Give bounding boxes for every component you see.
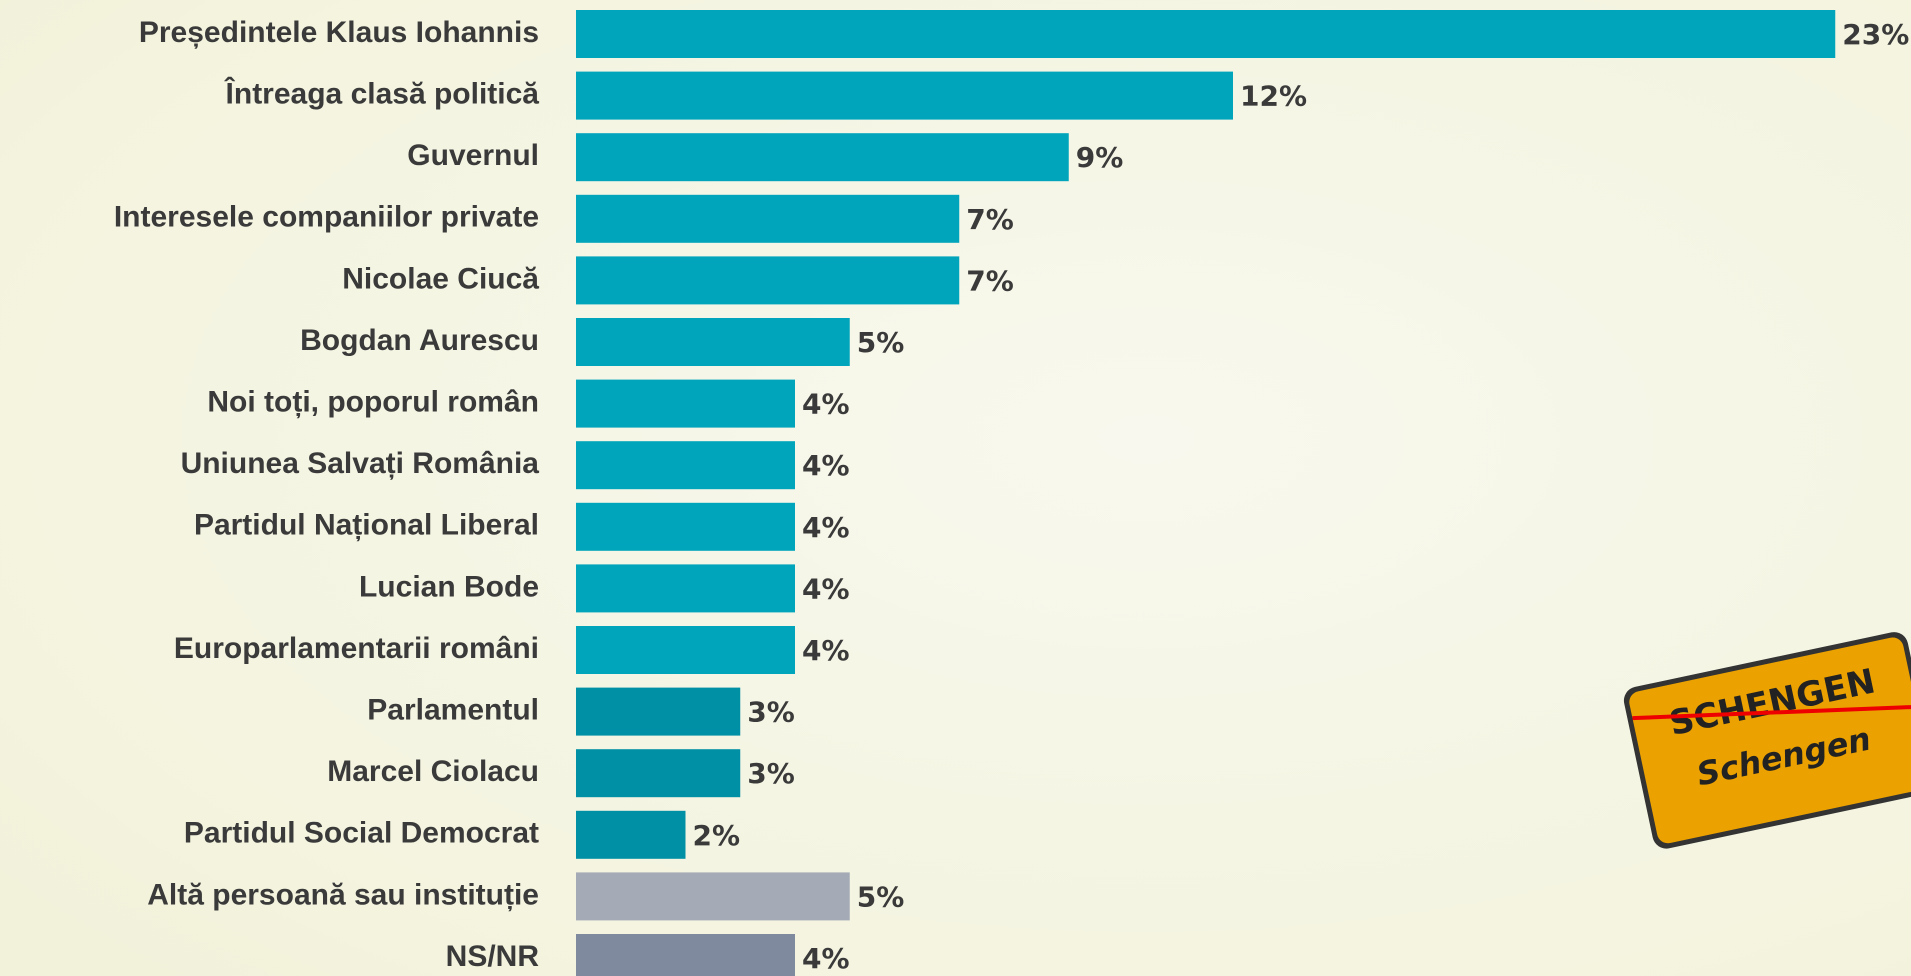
value-label: 4% xyxy=(802,511,850,544)
bar xyxy=(576,133,1069,182)
value-label: 7% xyxy=(966,203,1014,236)
value-label: 4% xyxy=(802,634,850,667)
value-label: 9% xyxy=(1076,141,1124,174)
category-label: NS/NR xyxy=(446,940,540,973)
value-label: 4% xyxy=(802,388,850,421)
value-label: 5% xyxy=(857,326,905,359)
bar xyxy=(576,318,850,366)
bar xyxy=(576,10,1836,58)
bar xyxy=(576,441,795,490)
category-label: Europarlamentarii români xyxy=(174,632,539,665)
bar xyxy=(576,256,960,305)
category-label: Parlamentul xyxy=(367,694,539,727)
category-label: Președintele Klaus Iohannis xyxy=(139,16,539,49)
category-label: Guvernul xyxy=(407,139,539,172)
bar xyxy=(576,810,686,859)
sign-strike xyxy=(1632,704,1911,721)
category-label: Partidul Național Liberal xyxy=(194,509,539,542)
value-label: 4% xyxy=(802,942,850,975)
value-label: 4% xyxy=(802,449,850,482)
schengen-sign: SCHENGEN Schengen xyxy=(1623,632,1911,849)
bar xyxy=(576,564,795,613)
bar xyxy=(576,626,795,674)
value-label: 12% xyxy=(1240,80,1307,113)
category-label: Bogdan Aurescu xyxy=(300,324,539,357)
value-label: 23% xyxy=(1842,18,1909,51)
bar xyxy=(576,934,795,976)
category-label: Nicolae Ciucă xyxy=(342,262,539,295)
bar xyxy=(576,379,795,428)
bar xyxy=(576,194,960,243)
category-label: Marcel Ciolacu xyxy=(327,755,539,788)
category-label: Uniunea Salvați România xyxy=(181,447,540,480)
value-label: 4% xyxy=(802,572,850,605)
category-label: Lucian Bode xyxy=(359,570,539,603)
bar xyxy=(576,71,1233,120)
value-label: 3% xyxy=(747,696,795,729)
category-label: Noi toți, poporul român xyxy=(207,386,539,419)
value-label: 7% xyxy=(966,264,1014,297)
bar xyxy=(576,872,850,921)
bar xyxy=(576,749,741,798)
value-label: 5% xyxy=(857,880,905,913)
category-label: Altă persoană sau instituție xyxy=(147,878,539,911)
bar xyxy=(576,687,741,736)
category-label: Interesele companiilor private xyxy=(114,201,539,234)
category-label: Partidul Social Democrat xyxy=(184,817,539,850)
sign-face xyxy=(1629,637,1911,844)
bar xyxy=(576,502,795,551)
value-label: 2% xyxy=(693,819,741,852)
value-label: 3% xyxy=(747,757,795,790)
category-label: Întreaga clasă politică xyxy=(224,77,540,111)
